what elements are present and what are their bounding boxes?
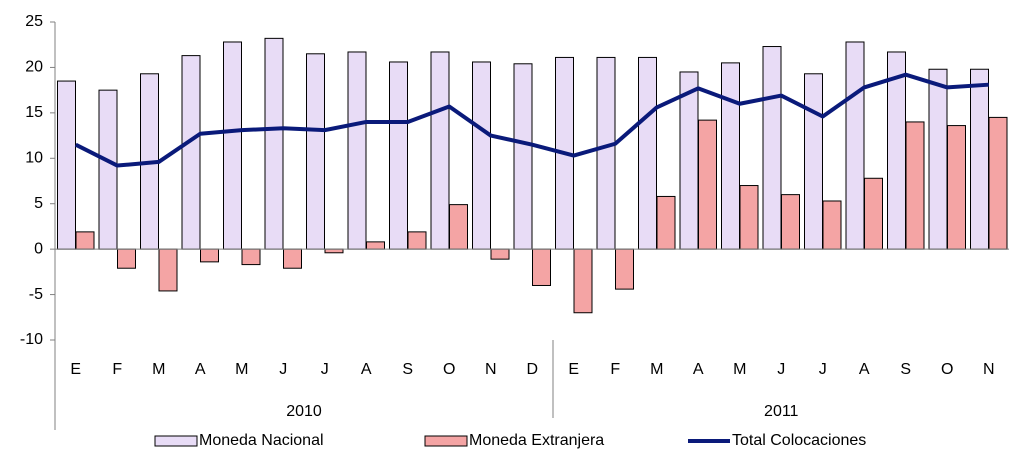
x-tick-label: N <box>983 361 995 378</box>
x-tick-label: J <box>279 361 287 378</box>
bar <box>324 248 344 254</box>
bar <box>347 51 367 250</box>
x-tick-label: M <box>733 361 746 378</box>
bar <box>264 37 284 250</box>
x-tick-label: M <box>235 361 248 378</box>
bar <box>679 71 699 250</box>
bar <box>781 194 800 250</box>
x-tick-label: M <box>152 361 165 378</box>
x-tick-label: S <box>900 361 911 378</box>
bar <box>449 204 468 250</box>
bar <box>117 248 136 269</box>
bar <box>57 80 76 250</box>
bar <box>200 248 219 263</box>
bar <box>158 248 178 292</box>
x-tick-label: E <box>70 361 81 378</box>
y-tick-label: 0 <box>34 240 43 257</box>
x-tick-label: D <box>526 361 538 378</box>
bar <box>739 185 759 250</box>
x-tick-label: E <box>568 361 579 378</box>
x-group-label: 2010 <box>286 403 322 420</box>
x-tick-label: A <box>693 361 704 378</box>
legend-label: Moneda Nacional <box>199 432 324 449</box>
legend-swatch <box>154 435 198 447</box>
x-tick-label: A <box>195 361 206 378</box>
bar <box>366 241 385 250</box>
legend-swatch <box>424 435 468 447</box>
y-tick-label: 15 <box>25 104 43 121</box>
y-tick-label: 10 <box>25 150 43 167</box>
bar <box>721 62 740 250</box>
y-tick-label: -5 <box>29 286 43 303</box>
bar <box>762 46 782 250</box>
x-tick-label: F <box>610 361 620 378</box>
y-tick-label: 20 <box>25 59 43 76</box>
bar <box>223 41 242 250</box>
x-tick-label: O <box>941 361 953 378</box>
bar <box>638 56 657 250</box>
bar <box>407 231 427 250</box>
x-tick-label: N <box>485 361 497 378</box>
x-tick-label: S <box>402 361 413 378</box>
x-tick-label: J <box>777 361 785 378</box>
bar <box>804 73 823 250</box>
bar <box>532 248 551 286</box>
bar <box>98 89 118 250</box>
bar <box>988 116 1008 250</box>
bar <box>472 61 491 250</box>
bar <box>181 55 201 250</box>
x-tick-label: M <box>650 361 663 378</box>
bar <box>573 248 593 314</box>
bar <box>905 121 925 250</box>
bar <box>864 177 883 250</box>
bar <box>283 248 302 269</box>
bar <box>615 248 634 290</box>
line <box>74 72 989 168</box>
bar <box>822 200 842 250</box>
legend-label: Total Colocaciones <box>732 432 866 449</box>
x-tick-label: J <box>819 361 827 378</box>
x-tick-label: A <box>361 361 372 378</box>
bar <box>513 63 533 250</box>
bar <box>389 61 408 250</box>
bar <box>430 51 450 250</box>
x-tick-label: O <box>443 361 455 378</box>
bar <box>490 248 510 260</box>
x-tick-label: J <box>321 361 329 378</box>
x-tick-label: F <box>112 361 122 378</box>
bar <box>947 125 966 250</box>
x-tick-label: A <box>859 361 870 378</box>
bar <box>970 68 989 250</box>
bar <box>845 41 865 250</box>
y-tick-label: 25 <box>25 13 43 30</box>
bar <box>887 51 906 250</box>
bar <box>928 68 948 250</box>
bar <box>241 248 261 266</box>
bar <box>596 56 616 250</box>
y-tick-label: -10 <box>20 331 43 348</box>
x-group-label: 2011 <box>764 403 799 420</box>
bar <box>306 53 325 250</box>
legend-label: Moneda Extranjera <box>469 432 604 449</box>
bar <box>75 231 95 250</box>
y-tick-label: 5 <box>34 195 43 212</box>
bar <box>698 119 717 250</box>
bar <box>656 195 676 250</box>
